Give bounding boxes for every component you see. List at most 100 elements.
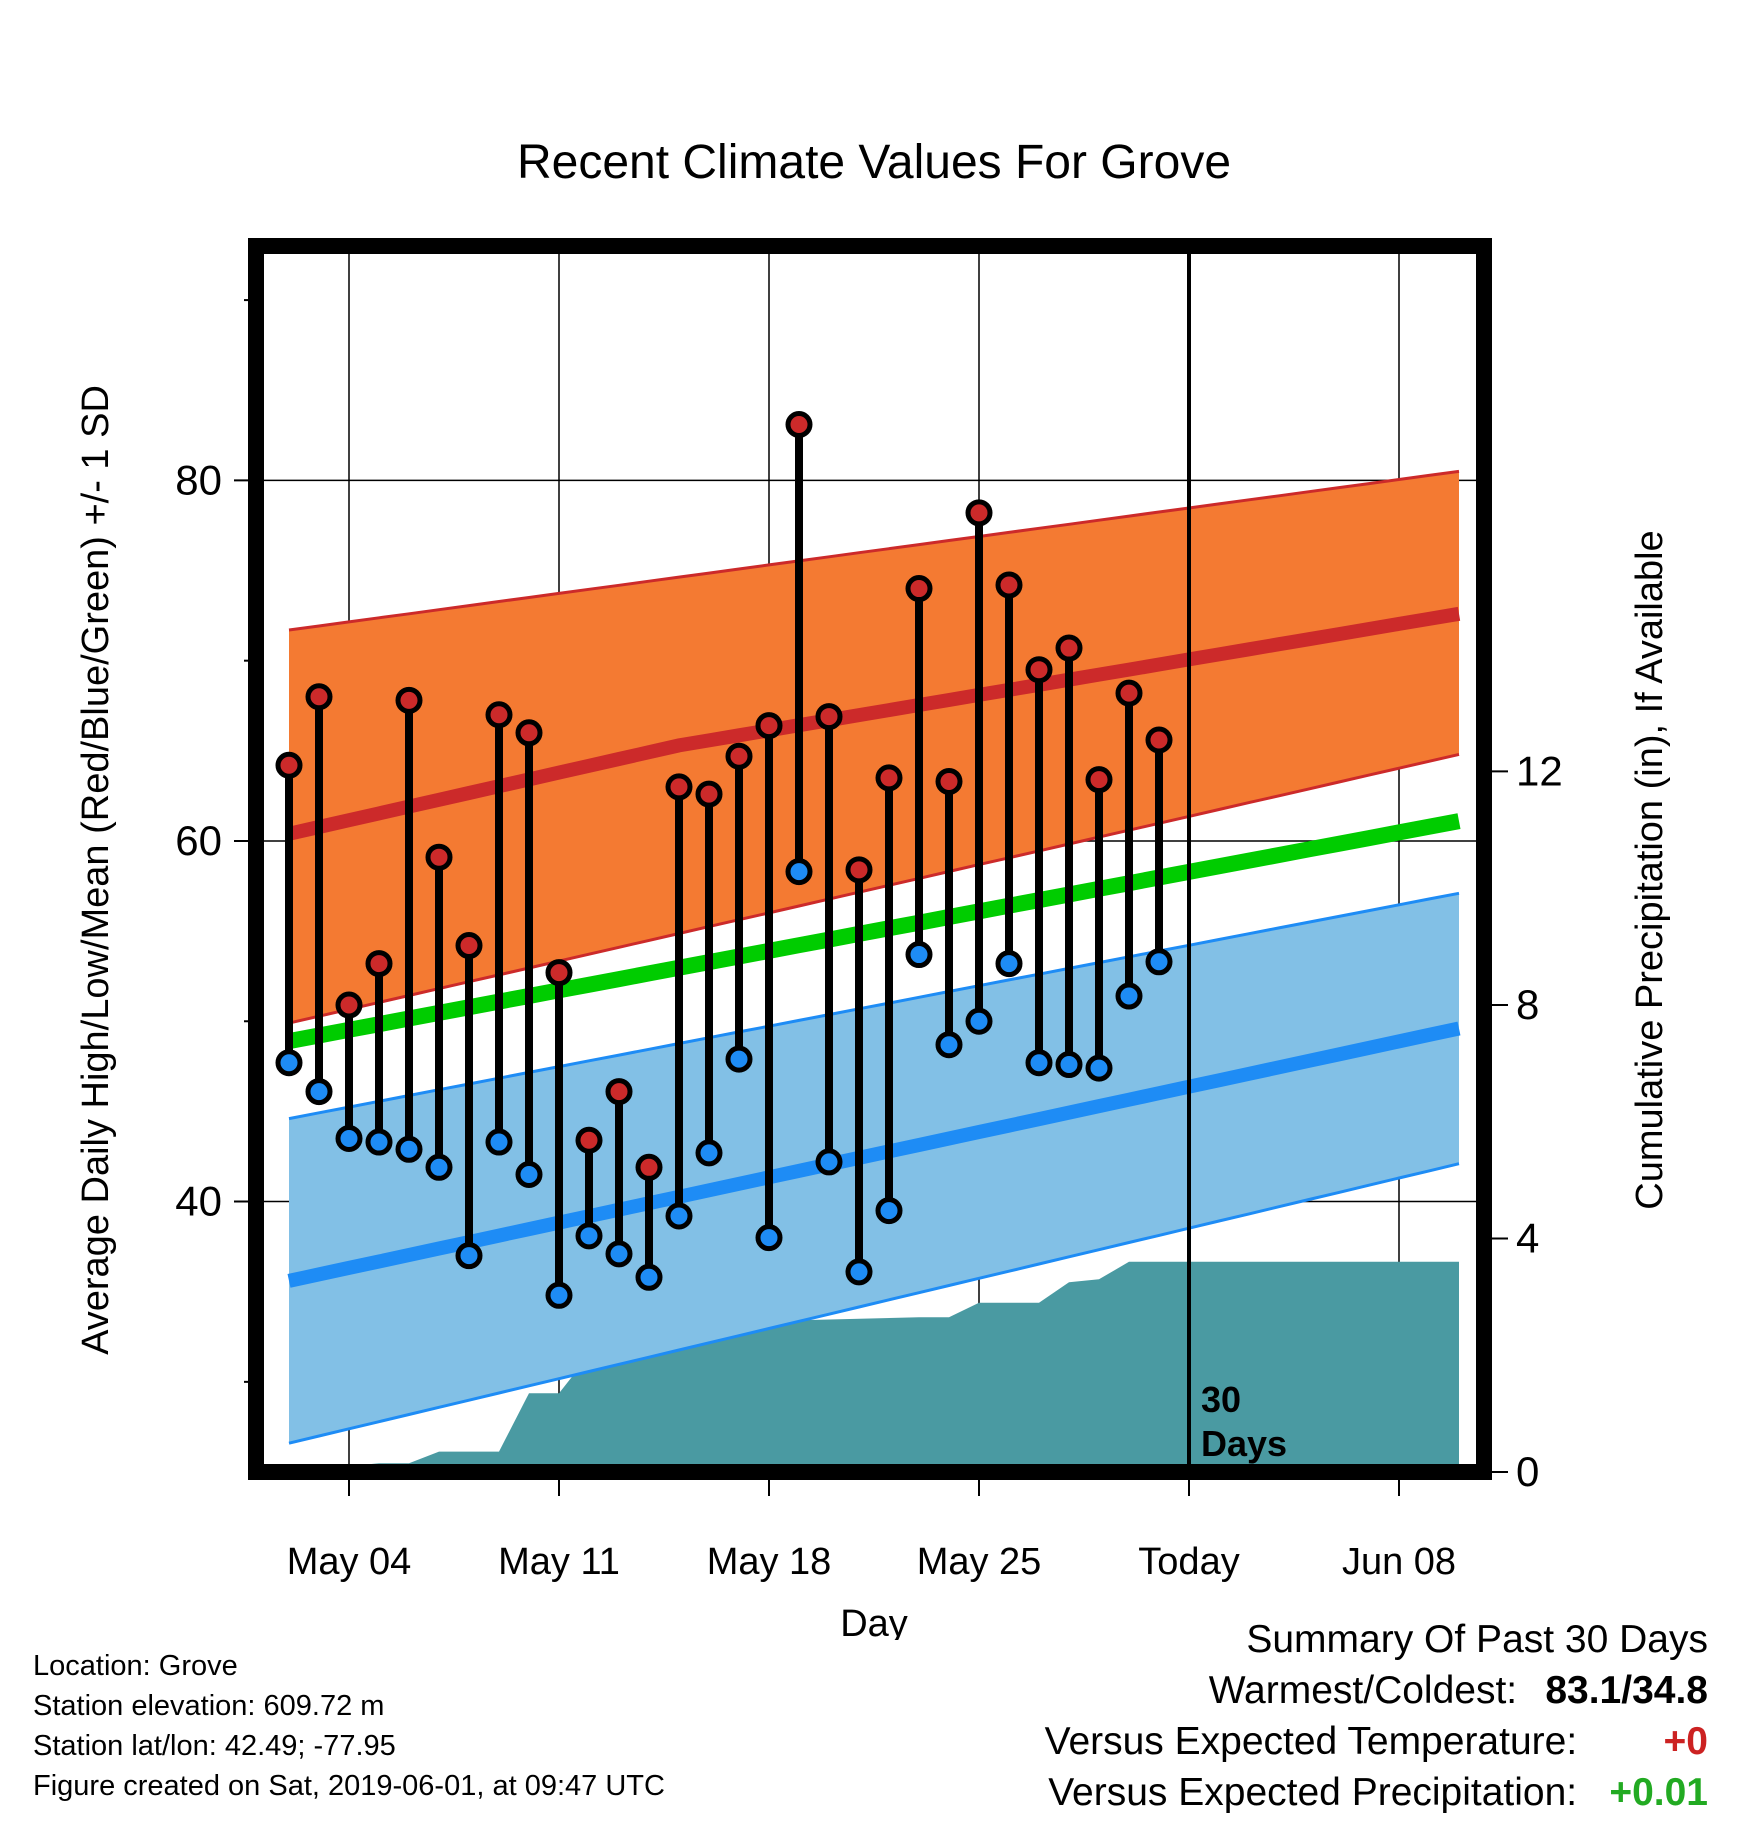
normal-high-line — [287, 606, 1461, 841]
today-days-label: 30 Days — [1201, 1379, 1287, 1464]
daily-low-marker — [935, 1031, 963, 1059]
precip-row: Versus Expected Precipitation: +0.01 — [1045, 1767, 1708, 1818]
y2-tick-label: 4 — [1516, 1214, 1539, 1261]
daily-high-marker — [815, 703, 843, 731]
y-axis-label: Average Daily High/Low/Mean (Red/Blue/Gr… — [75, 385, 117, 1355]
daily-low-marker — [635, 1263, 663, 1291]
daily-low-marker — [1145, 948, 1173, 976]
y-tick-label: 40 — [175, 1178, 222, 1225]
daily-high-marker — [995, 571, 1023, 599]
created-text: Figure created on Sat, 2019-06-01, at 09… — [33, 1770, 665, 1802]
daily-low-marker — [845, 1258, 873, 1286]
high-band-upper-edge — [288, 469, 1460, 632]
daily-high-marker — [335, 991, 363, 1019]
daily-high-marker — [965, 499, 993, 527]
daily-high-marker — [275, 751, 303, 779]
daily-low-marker — [305, 1078, 333, 1106]
precip-label: Versus Expected Precipitation: — [1048, 1771, 1578, 1814]
low-band-upper-edge — [288, 891, 1460, 1121]
daily-low-marker — [965, 1007, 993, 1035]
y-tick-label: 60 — [175, 817, 222, 864]
plot-frame — [248, 238, 1492, 1480]
chart-title: Recent Climate Values For Grove — [517, 136, 1231, 189]
daily-low-marker — [785, 858, 813, 886]
normal-mean-line — [287, 813, 1461, 1049]
x-tick-label: May 04 — [287, 1541, 412, 1583]
elevation-text: Station elevation: 609.72 m — [33, 1690, 385, 1722]
daily-low-marker — [725, 1045, 753, 1073]
daily-low-marker — [995, 950, 1023, 978]
daily-low-marker — [1085, 1054, 1113, 1082]
y2-axis-label: Cumulative Precipitation (in), If Availa… — [1629, 530, 1671, 1209]
y2-tick-label: 0 — [1516, 1448, 1539, 1495]
x-tick-label: May 18 — [707, 1541, 832, 1583]
x-tick-label: Today — [1138, 1541, 1239, 1583]
latlon-text: Station lat/lon: 42.49; -77.95 — [33, 1730, 396, 1762]
daily-low-marker — [575, 1222, 603, 1250]
low-band-lower-edge — [288, 1162, 1460, 1445]
y2-tick-label: 12 — [1516, 747, 1563, 794]
x-tick-label: May 11 — [498, 1541, 620, 1583]
temp-label: Versus Expected Temperature: — [1044, 1720, 1578, 1763]
daily-low-marker — [755, 1224, 783, 1252]
summary-heading: Summary Of Past 30 Days — [1246, 1618, 1708, 1661]
daily-high-marker — [755, 712, 783, 740]
today-days-label-line: 30 — [1201, 1379, 1241, 1420]
daily-high-marker — [875, 764, 903, 792]
daily-high-marker — [1145, 726, 1173, 754]
daily-high-marker — [305, 683, 333, 711]
daily-low-marker — [1055, 1051, 1083, 1079]
daily-low-marker — [605, 1240, 633, 1268]
daily-high-marker — [635, 1153, 663, 1181]
daily-high-marker — [365, 950, 393, 978]
daily-low-marker — [815, 1148, 843, 1176]
warm-cold-row: Warmest/Coldest: 83.1/34.8 — [1045, 1665, 1708, 1716]
daily-high-marker — [785, 410, 813, 438]
daily-high-marker — [1115, 679, 1143, 707]
climate-chart: Recent Climate Values For Grove 30 Days40… — [75, 136, 1671, 1640]
daily-high-marker — [515, 719, 543, 747]
daily-high-marker — [905, 575, 933, 603]
daily-high-marker — [425, 843, 453, 871]
precip-value: +0.01 — [1609, 1771, 1708, 1814]
daily-high-marker — [455, 932, 483, 960]
daily-high-marker — [665, 773, 693, 801]
temp-row: Versus Expected Temperature: +0 — [1045, 1716, 1708, 1767]
daily-high-marker — [1055, 634, 1083, 662]
warm-cold-value: 83.1/34.8 — [1545, 1669, 1708, 1712]
low-sd-band — [289, 893, 1459, 1444]
daily-high-marker — [725, 742, 753, 770]
daily-high-marker — [575, 1126, 603, 1154]
daily-low-marker — [515, 1161, 543, 1189]
station-info: Location: Grove Station elevation: 609.7… — [33, 1646, 665, 1806]
daily-low-marker — [455, 1242, 483, 1270]
daily-high-marker — [845, 856, 873, 884]
x-axis-label: Day — [840, 1603, 908, 1640]
precip-area — [259, 1261, 1459, 1472]
daily-high-marker — [605, 1078, 633, 1106]
daily-low-marker — [395, 1135, 423, 1163]
y-tick-label: 80 — [175, 456, 222, 503]
daily-high-marker — [395, 686, 423, 714]
daily-high-marker — [1085, 766, 1113, 794]
daily-low-marker — [365, 1128, 393, 1156]
temp-value: +0 — [1663, 1720, 1708, 1763]
daily-low-marker — [695, 1139, 723, 1167]
plot-area: 30 Days 40 60 80 0 4 8 12 May 04 May 11 May 18 May 2… — [175, 238, 1563, 1583]
daily-high-marker — [1025, 656, 1053, 684]
daily-high-marker — [935, 767, 963, 795]
daily-low-marker — [1115, 982, 1143, 1010]
daily-high-marker — [485, 701, 513, 729]
high-band-lower-edge — [288, 752, 1460, 1025]
warm-cold-label: Warmest/Coldest: — [1208, 1669, 1518, 1712]
daily-low-marker — [545, 1281, 573, 1309]
daily-low-marker — [875, 1197, 903, 1225]
daily-low-marker — [335, 1124, 363, 1152]
x-tick-label: Jun 08 — [1342, 1541, 1456, 1583]
summary-panel: Summary Of Past 30 Days Warmest/Coldest:… — [1045, 1614, 1708, 1818]
normal-low-line — [287, 1021, 1461, 1288]
daily-low-marker — [665, 1202, 693, 1230]
y2-tick-label: 8 — [1516, 981, 1539, 1028]
daily-low-marker — [485, 1128, 513, 1156]
x-tick-label: May 25 — [917, 1541, 1042, 1583]
